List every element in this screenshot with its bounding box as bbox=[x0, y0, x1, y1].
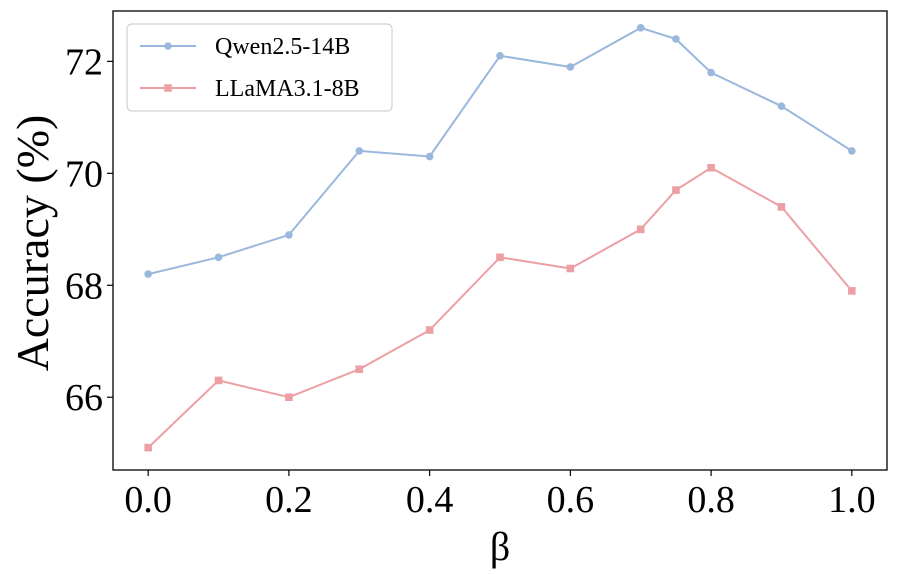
data-point bbox=[707, 68, 715, 77]
x-tick-label: 0.6 bbox=[547, 479, 595, 521]
y-tick-label: 66 bbox=[65, 377, 103, 419]
plot-frame bbox=[112, 10, 888, 471]
y-tick-label: 70 bbox=[65, 153, 103, 195]
y-tick-label: 68 bbox=[65, 265, 103, 307]
data-point bbox=[672, 35, 680, 43]
data-point bbox=[425, 326, 434, 334]
legend: Qwen2.5-14B LLaMA3.1-8B bbox=[126, 23, 393, 112]
data-point bbox=[848, 287, 856, 295]
data-point bbox=[214, 253, 223, 262]
y-tick-label: 72 bbox=[65, 41, 103, 83]
x-tick-label: 0.2 bbox=[265, 479, 313, 521]
legend-label-qwen: Qwen2.5-14B bbox=[215, 34, 350, 60]
series-layer bbox=[144, 23, 856, 452]
data-point bbox=[777, 102, 786, 110]
data-point bbox=[285, 393, 293, 402]
x-axis-label: β bbox=[490, 524, 510, 569]
data-point bbox=[285, 231, 293, 239]
x-tick-label: 0.4 bbox=[406, 479, 454, 521]
data-point bbox=[425, 152, 434, 161]
legend-marker-llama bbox=[164, 84, 172, 92]
legend-marker-qwen bbox=[164, 42, 172, 50]
data-point bbox=[636, 23, 645, 32]
x-tick-label: 1.0 bbox=[828, 479, 876, 521]
series-line-0 bbox=[147, 26, 853, 276]
data-point bbox=[496, 51, 504, 60]
data-point bbox=[496, 253, 504, 262]
legend-entry-llama: LLaMA3.1-8B bbox=[140, 76, 360, 102]
data-point bbox=[672, 186, 680, 194]
data-point bbox=[214, 376, 223, 385]
legend-entry-qwen: Qwen2.5-14B bbox=[140, 34, 350, 60]
y-axis-label: Accuracy (%) bbox=[7, 115, 58, 372]
data-point bbox=[636, 225, 645, 234]
data-point bbox=[848, 147, 856, 155]
data-point bbox=[144, 270, 152, 278]
data-point bbox=[355, 365, 364, 374]
data-point bbox=[566, 264, 575, 273]
data-point bbox=[566, 63, 575, 71]
legend-label-llama: LLaMA3.1-8B bbox=[215, 76, 360, 102]
data-point bbox=[777, 203, 786, 211]
x-tick-label: 0.8 bbox=[687, 479, 735, 521]
series-line-1 bbox=[147, 166, 853, 449]
ticks-layer: 0.0 0.2 0.4 0.6 0.8 1.0 66 68 70 72 bbox=[65, 41, 876, 521]
x-tick-label: 0.0 bbox=[124, 479, 172, 521]
data-point bbox=[144, 443, 152, 452]
data-point bbox=[355, 147, 364, 155]
data-point bbox=[707, 163, 715, 172]
